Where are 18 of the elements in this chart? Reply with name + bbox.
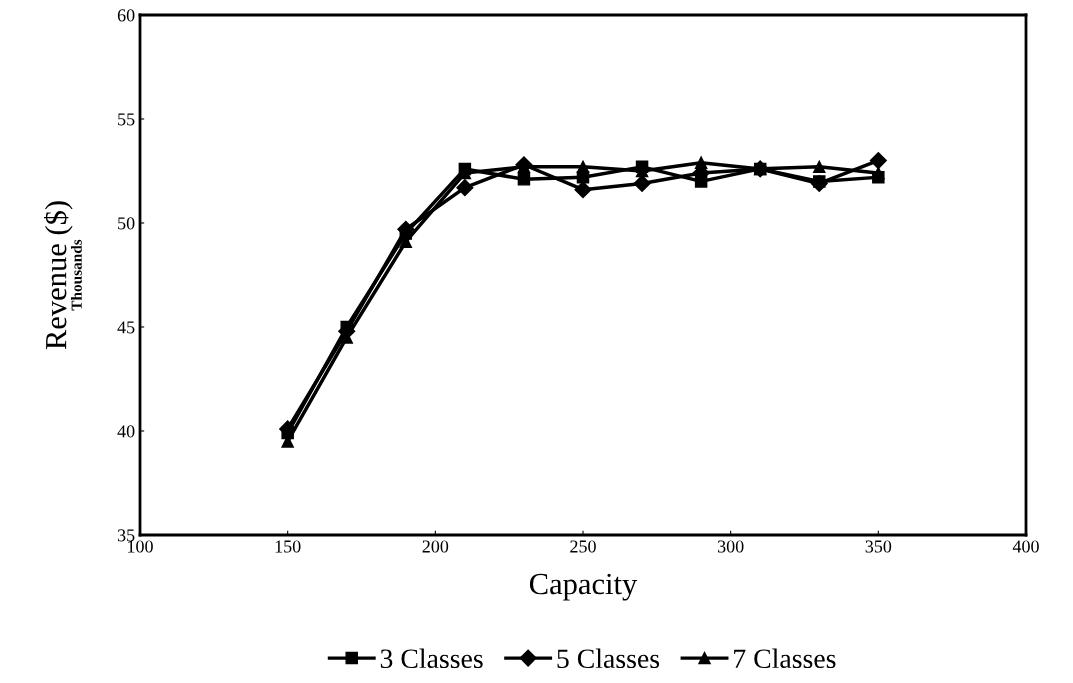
x-tick-label: 400 [1012,540,1039,553]
y-tick-label: 40 [117,425,135,438]
x-tick-label: 300 [717,540,744,553]
x-tick-label: 350 [865,540,892,553]
legend-label: 5 Classes [557,648,660,669]
y-tick-label: 50 [118,217,135,230]
y-tick-label: 45 [117,321,135,334]
legend-label: 3 Classes [380,648,483,669]
legend-label: 7 Classes [734,648,836,669]
y-tick-label: 55 [118,113,135,126]
text: Thousands [71,239,82,311]
x-axis-title: Capacity [529,573,638,601]
x-tick-label: 100 [128,540,153,553]
x-tick-label: 250 [570,540,596,553]
x-tick-label: 150 [275,540,301,553]
x-tick-label: 200 [422,540,449,553]
y-tick-label: 35 [117,529,135,542]
y-tick-label: 60 [117,9,135,22]
